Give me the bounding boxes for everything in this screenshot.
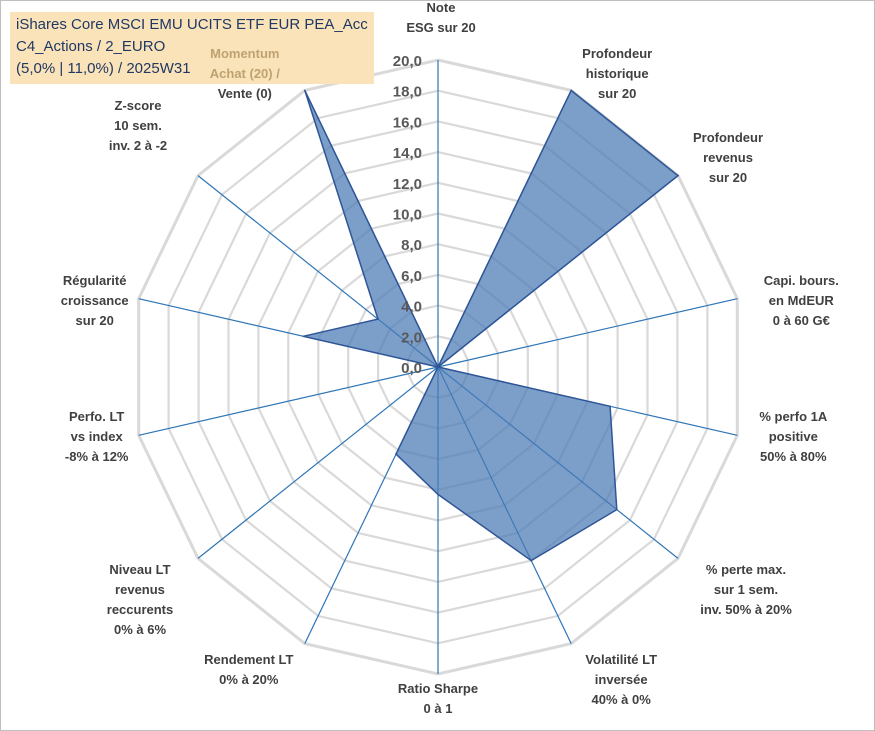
category-label-13-line-1: Achat (20) / [209, 66, 280, 82]
category-label-10-line-1: vs index [70, 429, 123, 445]
category-label-6-line-2: 40% à 0% [591, 691, 651, 707]
tick-label-6: 12,0 [393, 176, 422, 193]
category-label-2-line-0: Profondeur [692, 129, 764, 145]
category-label-1-line-2: sur 20 [598, 86, 637, 102]
data-point-1 [570, 89, 572, 92]
category-label-11-line-0: Régularité [62, 272, 127, 288]
category-label-7-line-1: 0 à 1 [423, 701, 453, 716]
category-label-10-line-2: -8% à 12% [64, 449, 129, 465]
category-label-12-line-0: Z-score [114, 97, 162, 113]
category-label-12-line-2: inv. 2 à -2 [108, 137, 168, 153]
data-point-4 [609, 405, 611, 408]
category-label-5: % perte max. sur 1 sem. inv. 50% à 20% [700, 560, 792, 620]
category-label-8-line-0: Rendement LT [204, 651, 294, 667]
category-label-3-line-0: Capi. bours. [763, 272, 839, 288]
data-point-13 [304, 89, 306, 92]
category-label-6-line-1: inversée [594, 671, 648, 687]
data-point-5 [616, 508, 618, 511]
chart-title-line-1: iShares Core MSCI EMU UCITS ETF EUR PEA_… [16, 16, 368, 33]
spoke-10 [138, 366, 439, 436]
category-label-4-line-0: % perfo 1A [759, 409, 828, 425]
category-label-13: Momentum Achat (20) / Vente (0) [210, 44, 280, 104]
chart-title-line-2: C4_Actions / 2_EURO [16, 38, 166, 55]
tick-label-10: 20,0 [393, 53, 422, 70]
spoke-9 [197, 366, 439, 559]
tick-layer: 0,0 2,0 4,0 6,0 8,0 10,0 12,0 14,0 16,0 18,0 20,0 [393, 53, 422, 377]
category-label-5-line-2: inv. 50% à 20% [700, 602, 792, 618]
category-label-11-line-2: sur 20 [75, 312, 114, 328]
category-label-13-line-2: Vente (0) [217, 86, 272, 102]
tick-label-9: 18,0 [393, 84, 422, 101]
spoke-3 [437, 298, 738, 368]
category-label-9: Niveau LT revenus reccurents 0% à 6% [107, 560, 173, 640]
category-label-9-line-3: 0% à 6% [113, 622, 167, 638]
category-label-9-line-2: reccurents [106, 602, 174, 618]
tick-label-3: 6,0 [401, 268, 422, 285]
category-label-0-line-0: Note [426, 0, 456, 15]
tick-label-8: 16,0 [393, 114, 422, 131]
category-label-10-line-0: Perfo. LT [69, 409, 125, 425]
data-point-6 [530, 559, 532, 562]
series-area-0 [303, 89, 680, 562]
chart-title-line-3: (5,0% | 11,0%) / 2025W31 [16, 60, 191, 77]
tick-label-2: 4,0 [401, 299, 422, 316]
tick-label-7: 14,0 [393, 145, 422, 162]
category-label-4: % perfo 1A positive 50% à 80% [759, 407, 827, 467]
category-label-11: Régularité croissance sur 20 [61, 271, 129, 331]
tick-label-0: 0,0 [401, 360, 422, 377]
category-label-0: Note ESG sur 20 [406, 0, 475, 38]
category-label-12-line-1: 10 sem. [114, 117, 162, 133]
data-point-12 [377, 318, 379, 320]
data-point-2 [677, 174, 679, 177]
category-label-3-line-1: en MdEUR [768, 292, 834, 308]
category-label-0-line-1: ESG sur 20 [406, 20, 476, 35]
category-label-2-line-2: sur 20 [708, 169, 748, 185]
category-label-4-line-2: 50% à 80% [760, 449, 827, 465]
category-label-6: Volatilité LT inversée 40% à 0% [585, 650, 657, 710]
category-label-8: Rendement LT 0% à 20% [204, 650, 293, 690]
category-label-8-line-1: 0% à 20% [219, 671, 279, 687]
category-label-1-line-1: historique [585, 66, 649, 82]
series-layer [302, 89, 680, 562]
data-point-7 [437, 493, 439, 496]
tick-label-5: 10,0 [393, 207, 422, 224]
tick-label-4: 8,0 [401, 237, 422, 254]
chart-title-box: iShares Core MSCI EMU UCITS ETF EUR PEA_… [10, 12, 374, 84]
category-label-6-line-0: Volatilité LT [585, 651, 658, 667]
category-label-9-line-0: Niveau LT [109, 562, 171, 578]
category-label-1-line-0: Profondeur [582, 46, 653, 62]
category-label-7: Ratio Sharpe 0 à 1 [398, 679, 478, 719]
category-label-7-line-0: Ratio Sharpe [397, 681, 479, 696]
category-label-5-line-0: % perte max. [705, 562, 787, 578]
category-label-2-line-1: revenus [703, 149, 753, 165]
category-label-10: Perfo. LT vs index -8% à 12% [65, 407, 129, 467]
category-label-3: Capi. bours. en MdEUR 0 à 60 G€ [764, 271, 839, 331]
category-label-11-line-1: croissance [60, 292, 129, 308]
category-label-5-line-1: sur 1 sem. [713, 582, 779, 598]
category-label-2: Profondeur revenus sur 20 [693, 128, 763, 188]
category-label-13-line-0: Momentum [210, 46, 280, 62]
category-label-1: Profondeur historique sur 20 [582, 44, 652, 104]
data-point-8 [395, 453, 397, 455]
category-label-12: Z-score 10 sem. inv. 2 à -2 [109, 96, 167, 156]
data-point-10 [437, 366, 439, 368]
category-label-9-line-1: revenus [115, 582, 165, 598]
data-point-11 [302, 335, 305, 338]
category-label-4-line-1: positive [768, 429, 818, 445]
category-label-3-line-2: 0 à 60 G€ [772, 312, 830, 328]
tick-label-1: 2,0 [401, 329, 422, 346]
